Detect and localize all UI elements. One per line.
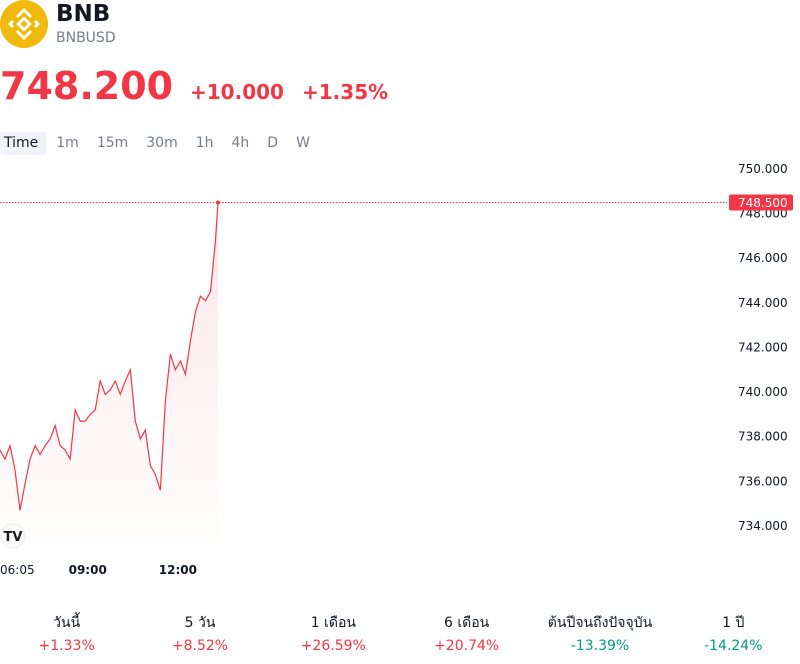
interval-tab[interactable]: 4h [231, 135, 250, 151]
last-price-dot [216, 200, 220, 205]
y-tick-label: 740.000 [738, 385, 788, 399]
performance-label: 1 เดือน [310, 615, 356, 631]
y-tick-label: 750.000 [738, 162, 788, 176]
performance-label: 5 วัน [184, 615, 216, 631]
interval-tab[interactable]: Time [0, 132, 47, 155]
performance-item[interactable]: 1 เดือน +26.59% [267, 612, 400, 654]
performance-item[interactable]: 5 วัน +8.52% [133, 612, 266, 654]
performance-label: 6 เดือน [444, 615, 490, 631]
performance-value: +26.59% [300, 638, 366, 654]
last-price-badge [729, 194, 793, 211]
y-tick-label: 734.000 [738, 519, 788, 533]
interval-tabs: Time 1m 15m 30m 1h 4h D W [0, 132, 320, 155]
y-tick-label: 736.000 [738, 474, 788, 488]
asset-symbol: BNBUSD [56, 30, 116, 46]
y-tick-label: 742.000 [738, 340, 788, 354]
performance-label: วันนี้ [53, 615, 81, 631]
performance-item[interactable]: 6 เดือน +20.74% [400, 612, 533, 654]
price-change-percent: +1.35% [302, 80, 389, 104]
asset-name: BNB [56, 1, 111, 27]
price: 748.200 [0, 64, 174, 108]
coin-logo [0, 0, 48, 48]
performance-item[interactable]: ต้นปีจนถึงปัจจุบัน -13.39% [533, 612, 666, 654]
performance-item[interactable]: วันนี้ +1.33% [0, 612, 133, 654]
price-line [0, 202, 219, 511]
interval-tab[interactable]: 1m [56, 135, 79, 151]
interval-tab[interactable]: 1h [195, 135, 214, 151]
performance-value: +8.52% [171, 638, 229, 654]
y-tick-label: 746.000 [738, 251, 788, 265]
interval-tab[interactable]: 30m [146, 135, 178, 151]
performance-value: +20.74% [434, 638, 500, 654]
interval-tab[interactable]: W [296, 135, 310, 151]
x-tick-label: 09:00 [69, 563, 107, 577]
x-tick-label: 06:05 [0, 563, 35, 577]
performance-value: +1.33% [38, 638, 95, 654]
interval-tab[interactable]: D [267, 135, 279, 151]
performance-row: วันนี้ +1.33% 5 วัน +8.52% 1 เดือน +26.59% 6 เ… [0, 612, 800, 654]
performance-label: 1 ปี [722, 615, 745, 631]
interval-tab[interactable]: 15m [96, 135, 129, 151]
price-area [0, 202, 218, 544]
performance-label: ต้นปีจนถึงปัจจุบัน [547, 615, 653, 631]
performance-value: -13.39% [570, 638, 630, 654]
x-tick-label: 12:00 [159, 563, 197, 577]
last-price-label: 748.500 [738, 196, 788, 210]
price-change: +10.000 [190, 80, 284, 104]
chart: TV 734.000736.000738.000740.000742.00074… [0, 162, 793, 577]
performance-item[interactable]: 1 ปี -14.24% [667, 612, 800, 654]
y-tick-label: 744.000 [738, 296, 788, 310]
y-tick-label: 738.000 [738, 430, 788, 444]
performance-value: -14.24% [704, 638, 763, 654]
